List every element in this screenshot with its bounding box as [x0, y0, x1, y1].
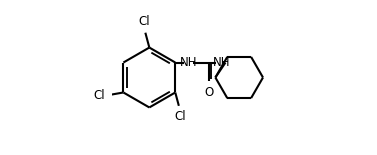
Text: NH: NH: [180, 56, 198, 69]
Text: Cl: Cl: [174, 110, 185, 123]
Text: NH: NH: [213, 56, 230, 69]
Text: O: O: [204, 86, 213, 99]
Text: Cl: Cl: [93, 89, 105, 102]
Text: Cl: Cl: [138, 15, 150, 28]
